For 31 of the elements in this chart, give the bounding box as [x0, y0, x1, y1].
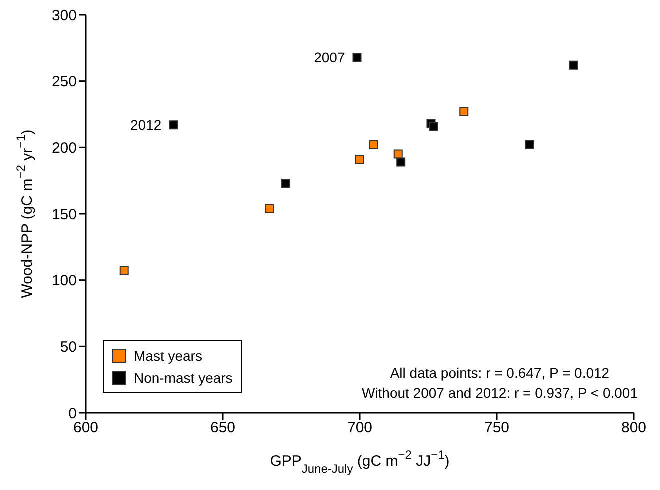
- point: [265, 204, 274, 214]
- point: [429, 122, 438, 131]
- x-tick-label: 650: [210, 420, 236, 437]
- legend-label: Mast years: [134, 347, 202, 366]
- point: [352, 52, 362, 62]
- annotation: 2012: [130, 117, 162, 134]
- x-tick-label: 750: [484, 420, 510, 437]
- point: [369, 140, 378, 150]
- point: [394, 150, 403, 159]
- point: [569, 60, 578, 70]
- x-tick-label: 600: [73, 420, 99, 437]
- point: [396, 158, 406, 167]
- x-axis-title: GPP$_{June-July}$ (gC m$^{−2}$ JJ$^{−1}$): [270, 448, 450, 476]
- y-tick-label: 200: [52, 140, 77, 157]
- point: [282, 178, 291, 188]
- y-tick-label: 100: [52, 272, 77, 290]
- y-tick-label: 50: [60, 338, 77, 356]
- point: [460, 107, 469, 116]
- point: [120, 266, 129, 276]
- statistics-note: All data points: r = 0.647, P = 0.012 Without 2007 and 2012: r = 0.937, P < 0.001: [362, 364, 638, 403]
- legend-label: Non-mast years: [134, 369, 233, 388]
- x-tick-label: 700: [347, 420, 373, 437]
- y-tick-label: 150: [52, 206, 77, 224]
- y-tick-label: 300: [52, 7, 77, 24]
- point: [525, 140, 534, 150]
- y-tick-label: 0: [68, 405, 77, 422]
- point: [356, 155, 364, 164]
- point: [169, 120, 178, 130]
- x-tick-label: 800: [621, 420, 647, 437]
- y-tick-label: 250: [52, 74, 77, 91]
- annotation: 2007: [314, 49, 346, 66]
